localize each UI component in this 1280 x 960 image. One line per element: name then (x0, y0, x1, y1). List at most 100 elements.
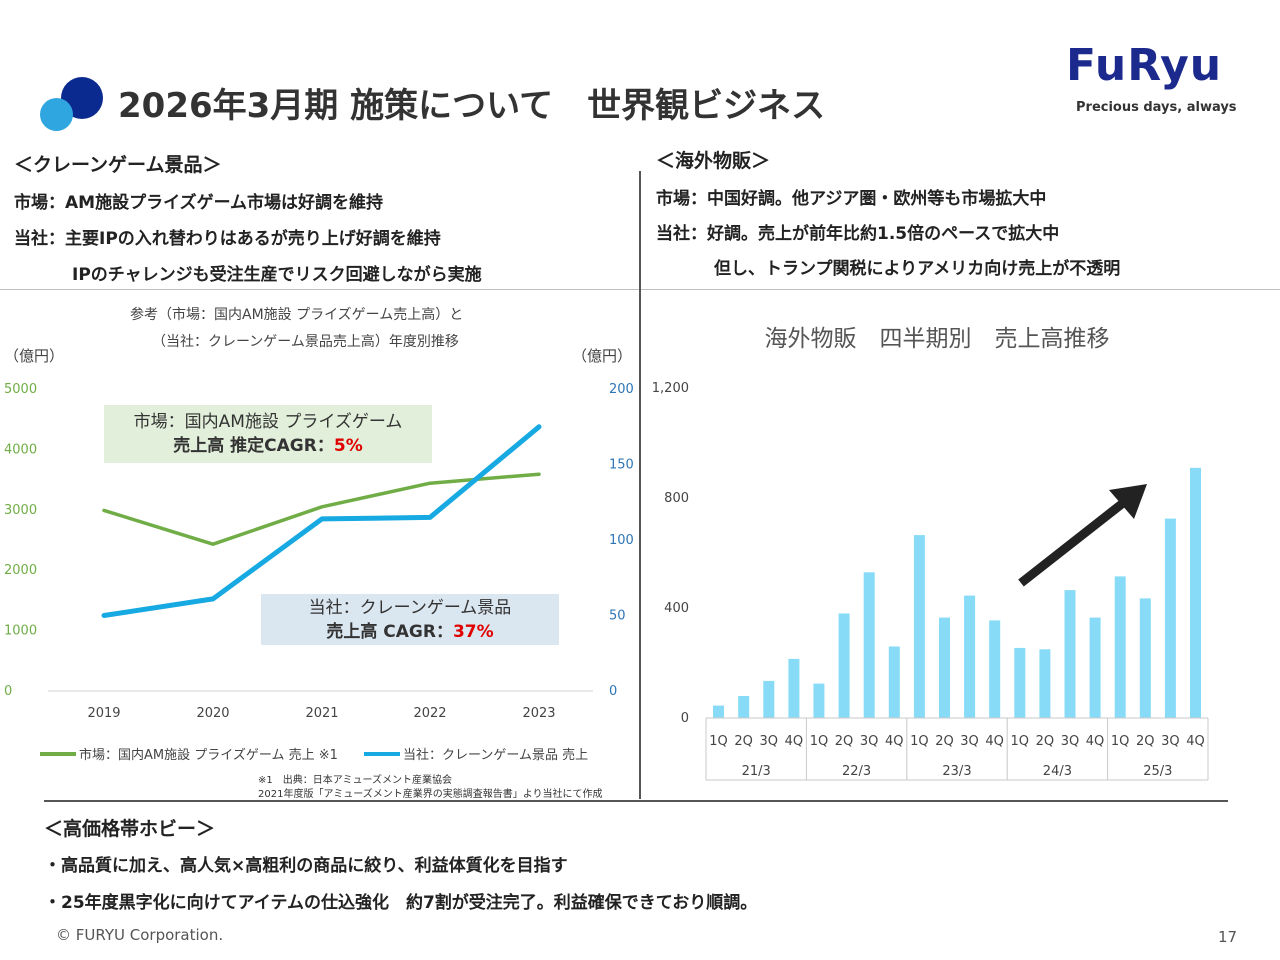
page-number: 17 (1218, 928, 1238, 946)
company-series-line (101, 424, 542, 618)
left-y-tick-label: 3000 (4, 503, 37, 518)
bar-y-tick-label: 1,200 (652, 381, 689, 396)
logo-tagline: Precious days, always (1076, 100, 1237, 115)
overseas-quarterly-bar-chart: 海外物販 四半期別 売上高推移 0 400 800 1,200 1Q 2Q 3Q 4Q 1Q 2Q 3… (652, 326, 1209, 781)
right-axis-unit: （億円） (572, 347, 633, 365)
left-y-tick-label: 2000 (4, 563, 37, 578)
quarter-label: 3Q (960, 734, 979, 749)
source-note-1: ※1 出典：日本アミューズメント産業協会 (258, 775, 453, 786)
hobby-line-1: ・高品質に加え、高人気×高粗利の商品に絞り、利益体質化を目指す (44, 856, 568, 876)
trend-arrow-shaft (1018, 499, 1126, 587)
year-label: 23/3 (942, 764, 971, 779)
bar (1039, 649, 1051, 719)
quarter-label: 1Q (910, 734, 929, 749)
source-note-2: 2021年度版「アミューズメント産業界の実態調査報告書」より当社にて作成 (258, 789, 603, 800)
x-tick-label: 2021 (305, 706, 338, 721)
x-tick-label: 2023 (522, 706, 555, 721)
crane-line-market: 市場：AM施設プライズゲーム市場は好調を維持 (14, 193, 384, 213)
bar (964, 595, 976, 718)
quarter-label: 4Q (885, 734, 904, 749)
crane-heading: ＜クレーンゲーム景品＞ (14, 154, 222, 176)
market-cagr-value: 5% (333, 436, 363, 456)
year-label: 25/3 (1143, 764, 1172, 779)
crane-line-company: 当社：主要IPの入れ替わりはあるが売り上げ好調を維持 (14, 229, 441, 249)
legend-market-label: 市場：国内AM施設 プライズゲーム 売上 ※1 (79, 747, 338, 763)
left-axis-unit: （億円） (4, 347, 65, 365)
quarter-label: 2Q (835, 734, 854, 749)
left-y-tick-label: 5000 (4, 382, 37, 397)
bar (763, 680, 775, 718)
quarter-label: 3Q (1161, 734, 1180, 749)
bar (738, 696, 750, 718)
bar (788, 658, 800, 718)
left-chart-title-line2: （当社：クレーンゲーム景品売上高）年度別推移 (152, 334, 459, 350)
right-y-tick-label: 0 (609, 684, 617, 699)
bar (939, 617, 950, 718)
quarter-label: 3Q (860, 734, 879, 749)
right-y-tick-label: 150 (609, 458, 634, 473)
bar (1114, 576, 1126, 718)
company-cagr-value: 37% (452, 622, 494, 642)
quarter-label: 2Q (1136, 734, 1155, 749)
bar (888, 646, 900, 718)
quarter-label: 2Q (734, 734, 753, 749)
market-cagr-line2: 売上高 推定CAGR：5% (104, 434, 432, 458)
quarter-label: 1Q (1111, 734, 1130, 749)
year-label: 24/3 (1043, 764, 1072, 779)
x-tick-label: 2022 (413, 706, 446, 721)
bar (838, 613, 850, 718)
quarter-label: 2Q (1036, 734, 1055, 749)
x-tick-label: 2019 (87, 706, 120, 721)
bar (1190, 467, 1201, 719)
divider-bottom (44, 800, 1228, 802)
quarter-label: 3Q (759, 734, 778, 749)
divider-vertical (639, 171, 641, 799)
bar (989, 620, 1001, 718)
bar (1164, 518, 1176, 718)
trend-arrow-head (1109, 484, 1147, 519)
bar-chart-title: 海外物販 四半期別 売上高推移 (765, 326, 1110, 352)
quarter-label: 2Q (935, 734, 954, 749)
market-cagr-box: 市場：国内AM施設 プライズゲーム 売上高 推定CAGR：5% (104, 405, 432, 463)
quarter-label: 1Q (810, 734, 829, 749)
left-y-tick-label: 1000 (4, 624, 37, 639)
bar (813, 683, 825, 718)
overseas-heading: ＜海外物販＞ (656, 150, 771, 172)
x-tick-label: 2020 (196, 706, 229, 721)
overseas-line-company: 当社：好調。売上が前年比約1.5倍のペースで拡大中 (656, 224, 1060, 244)
bar (1139, 598, 1151, 718)
page-title: 2026年3月期 施策について 世界観ビジネス (118, 86, 826, 126)
hobby-heading: ＜高価格帯ホビー＞ (44, 818, 216, 840)
left-y-tick-label: 4000 (4, 442, 37, 457)
bar-y-tick-label: 0 (681, 711, 689, 726)
bar (1064, 590, 1076, 718)
furyu-logo: FuRyu (1066, 40, 1223, 91)
hobby-line-2: ・25年度黒字化に向けてアイテムの仕込強化 約7割が受注完了。利益確保できており… (44, 893, 758, 913)
company-cagr-label: 売上高 CAGR： (326, 622, 453, 642)
legend-company-label: 当社：クレーンゲーム景品 売上 (403, 747, 588, 763)
company-cagr-box: 当社：クレーンゲーム景品 売上高 CAGR：37% (261, 594, 559, 645)
right-y-tick-label: 100 (609, 533, 634, 548)
quarter-label: 4Q (1186, 734, 1205, 749)
company-cagr-line1: 当社：クレーンゲーム景品 (308, 598, 512, 618)
quarter-label: 4Q (1086, 734, 1105, 749)
bar-y-tick-label: 400 (664, 601, 689, 616)
bar (713, 705, 724, 718)
quarter-label: 3Q (1061, 734, 1080, 749)
bar (1089, 617, 1101, 718)
market-cagr-line1: 市場：国内AM施設 プライズゲーム (133, 412, 403, 432)
market-cagr-label: 売上高 推定CAGR： (173, 436, 334, 456)
bar-y-tick-label: 800 (664, 491, 689, 506)
left-y-tick-label: 0 (4, 684, 12, 699)
bar (913, 535, 925, 718)
quarter-label: 4Q (785, 734, 804, 749)
right-y-tick-label: 200 (609, 382, 634, 397)
company-cagr-line2: 売上高 CAGR：37% (261, 620, 559, 644)
market-series-line (102, 472, 541, 546)
bar (863, 572, 875, 719)
overseas-line-market: 市場：中国好調。他アジア圏・欧州等も市場拡大中 (656, 189, 1047, 209)
quarter-label: 1Q (709, 734, 728, 749)
title-circle-blue (40, 98, 73, 131)
quarter-label: 1Q (1010, 734, 1029, 749)
quarter-label: 4Q (985, 734, 1004, 749)
